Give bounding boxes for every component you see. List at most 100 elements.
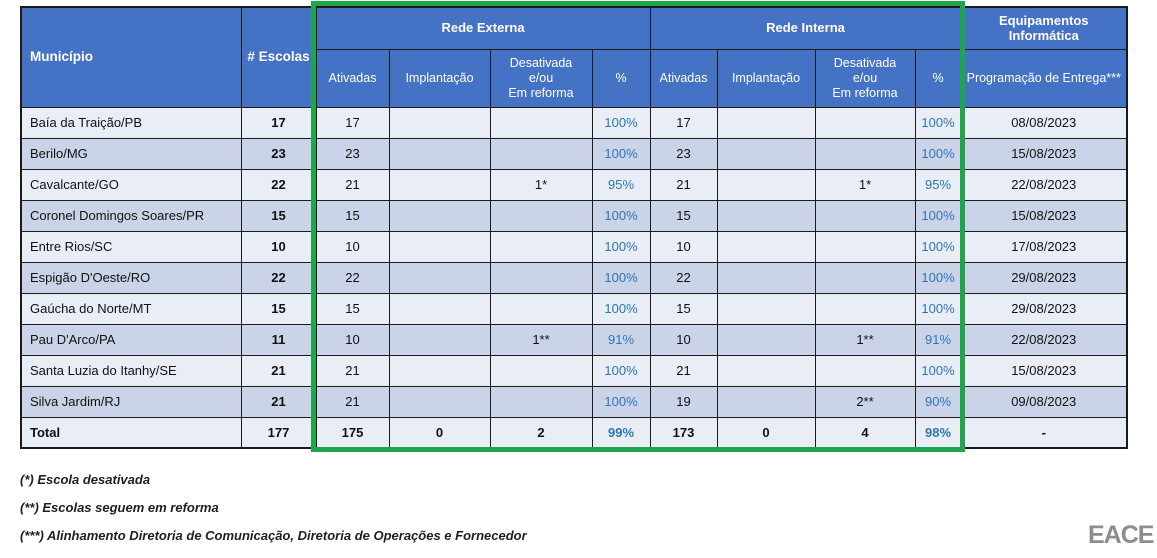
cell-entrega: 15/08/2023 (960, 354, 1128, 387)
cell-ext-ativadas: 10 (315, 323, 390, 356)
cell-entrega: 08/08/2023 (960, 106, 1128, 139)
cell-municipio: Gaúcha do Norte/MT (20, 292, 242, 325)
status-table: Município # Escolas Rede Externa Rede In… (20, 6, 1128, 449)
cell-ext-desativada (489, 385, 593, 418)
cell-int-ativadas: 23 (649, 137, 718, 170)
cell-int-ativadas: 21 (649, 354, 718, 387)
cell-ext-pct: 100% (591, 230, 651, 263)
cell-entrega: 15/08/2023 (960, 199, 1128, 232)
cell-escolas: 10 (240, 230, 317, 263)
header-int-pct: % (914, 48, 962, 108)
cell-entrega: 09/08/2023 (960, 385, 1128, 418)
cell-int-implantacao (716, 106, 816, 139)
cell-municipio: Entre Rios/SC (20, 230, 242, 263)
table-row: Espigão D'Oeste/RO 22 22 100% 22 100% 29/08/20… (20, 261, 1128, 294)
cell-escolas: 15 (240, 292, 317, 325)
cell-ext-pct: 100% (591, 292, 651, 325)
cell-ext-implantacao (388, 261, 491, 294)
cell-municipio: Coronel Domingos Soares/PR (20, 199, 242, 232)
cell-escolas: 22 (240, 261, 317, 294)
cell-ext-implantacao (388, 137, 491, 170)
cell-ext-ativadas: 23 (315, 137, 390, 170)
cell-int-pct: 100% (914, 292, 962, 325)
cell-int-pct: 98% (914, 416, 962, 449)
cell-ext-pct: 100% (591, 385, 651, 418)
cell-entrega: - (960, 416, 1128, 449)
table-row: Gaúcha do Norte/MT 15 15 100% 15 100% 29/08/20… (20, 292, 1128, 325)
table-row: Coronel Domingos Soares/PR 15 15 100% 15 100%… (20, 199, 1128, 232)
cell-int-implantacao (716, 168, 816, 201)
table-row: Berilo/MG 23 23 100% 23 100% 15/08/2023 (20, 137, 1128, 170)
cell-int-pct: 95% (914, 168, 962, 201)
cell-entrega: 29/08/2023 (960, 292, 1128, 325)
cell-ext-pct: 95% (591, 168, 651, 201)
cell-escolas: 15 (240, 199, 317, 232)
cell-escolas: 22 (240, 168, 317, 201)
cell-entrega: 29/08/2023 (960, 261, 1128, 294)
cell-entrega: 22/08/2023 (960, 323, 1128, 356)
cell-int-ativadas: 21 (649, 168, 718, 201)
cell-int-desativada (814, 354, 916, 387)
cell-ext-implantacao: 0 (388, 416, 491, 449)
cell-int-implantacao (716, 323, 816, 356)
cell-escolas: 11 (240, 323, 317, 356)
footnotes: (*) Escola desativada (**) Escolas segue… (20, 472, 527, 545)
cell-ext-desativada (489, 261, 593, 294)
cell-int-implantacao: 0 (716, 416, 816, 449)
cell-int-pct: 100% (914, 137, 962, 170)
cell-ext-implantacao (388, 199, 491, 232)
table-row: Cavalcante/GO 22 21 1* 95% 21 1* 95% 22/08/2023 (20, 168, 1128, 201)
cell-ext-pct: 100% (591, 354, 651, 387)
header-group-rede-interna: Rede Interna (649, 6, 962, 50)
footnote-1: (*) Escola desativada (20, 472, 151, 487)
cell-entrega: 17/08/2023 (960, 230, 1128, 263)
cell-int-implantacao (716, 230, 816, 263)
cell-int-desativada: 4 (814, 416, 916, 449)
cell-ext-desativada (489, 230, 593, 263)
header-ext-ativadas: Ativadas (315, 48, 390, 108)
cell-ext-ativadas: 10 (315, 230, 390, 263)
cell-int-pct: 100% (914, 230, 962, 263)
cell-int-implantacao (716, 292, 816, 325)
cell-ext-pct: 99% (591, 416, 651, 449)
cell-int-pct: 90% (914, 385, 962, 418)
cell-ext-implantacao (388, 385, 491, 418)
cell-municipio: Espigão D'Oeste/RO (20, 261, 242, 294)
cell-int-desativada (814, 137, 916, 170)
cell-int-desativada (814, 292, 916, 325)
table-row: Pau D'Arco/PA 11 10 1** 91% 10 1** 91% 22/08/202… (20, 323, 1128, 356)
cell-ext-implantacao (388, 354, 491, 387)
cell-ext-ativadas: 17 (315, 106, 390, 139)
cell-int-ativadas: 22 (649, 261, 718, 294)
cell-int-ativadas: 10 (649, 230, 718, 263)
cell-int-ativadas: 173 (649, 416, 718, 449)
cell-ext-desativada (489, 354, 593, 387)
cell-ext-implantacao (388, 106, 491, 139)
header-int-implantacao: Implantação (716, 48, 816, 108)
cell-ext-desativada (489, 106, 593, 139)
cell-int-desativada: 1** (814, 323, 916, 356)
cell-municipio: Berilo/MG (20, 137, 242, 170)
cell-ext-ativadas: 21 (315, 168, 390, 201)
cell-int-ativadas: 17 (649, 106, 718, 139)
cell-ext-desativada (489, 137, 593, 170)
cell-int-desativada (814, 106, 916, 139)
table-total-row: Total 177 175 0 2 99% 173 0 4 98% - (20, 416, 1128, 449)
cell-ext-desativada (489, 292, 593, 325)
cell-int-implantacao (716, 261, 816, 294)
table-row: Entre Rios/SC 10 10 100% 10 100% 17/08/2023 (20, 230, 1128, 263)
cell-int-implantacao (716, 199, 816, 232)
cell-municipio: Santa Luzia do Itanhy/SE (20, 354, 242, 387)
cell-ext-implantacao (388, 323, 491, 356)
cell-ext-ativadas: 15 (315, 292, 390, 325)
cell-ext-ativadas: 175 (315, 416, 390, 449)
table-row: Silva Jardim/RJ 21 21 100% 19 2** 90% 09/08/202… (20, 385, 1128, 418)
cell-ext-ativadas: 22 (315, 261, 390, 294)
cell-ext-ativadas: 21 (315, 385, 390, 418)
cell-escolas: 17 (240, 106, 317, 139)
header-ext-desativada: Desativada e/ou Em reforma (489, 48, 593, 108)
cell-escolas: 177 (240, 416, 317, 449)
cell-ext-implantacao (388, 230, 491, 263)
cell-ext-pct: 91% (591, 323, 651, 356)
cell-ext-pct: 100% (591, 137, 651, 170)
